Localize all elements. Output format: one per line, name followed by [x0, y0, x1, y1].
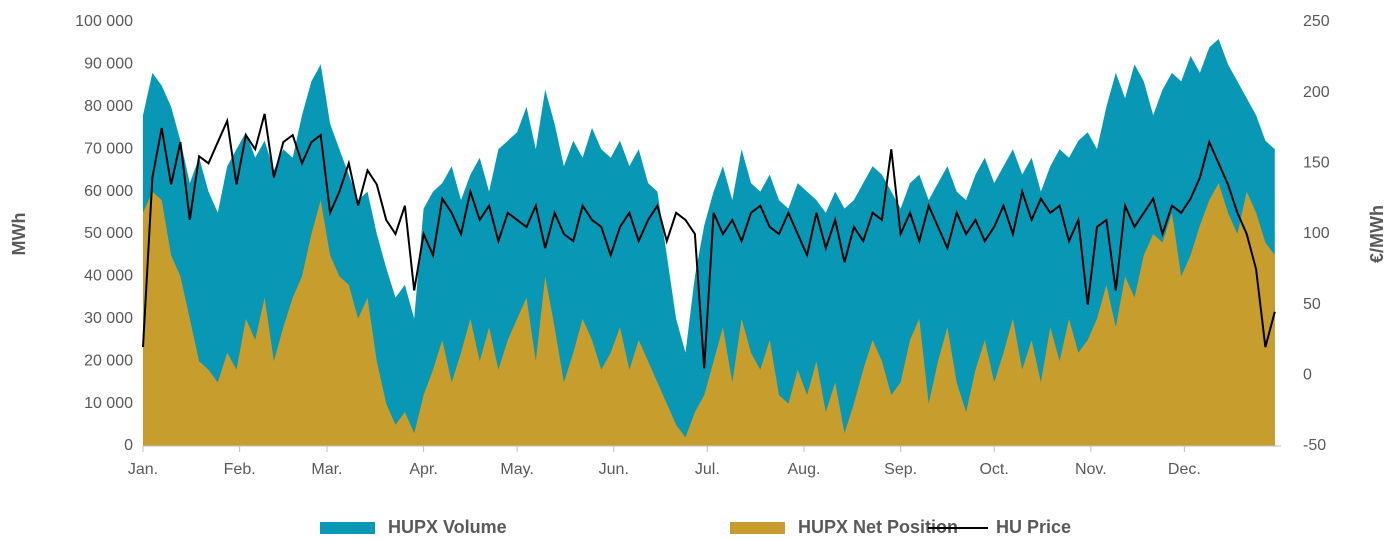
x-tick-label: Mar. — [311, 461, 342, 478]
x-tick-label: Jan. — [128, 461, 158, 478]
y-tick-label: 60 000 — [84, 183, 133, 200]
y2-tick-label: 50 — [1303, 296, 1321, 313]
legend-label: HUPX Net Position — [798, 517, 958, 537]
y-tick-label: 90 000 — [84, 56, 133, 73]
legend-swatch — [730, 522, 785, 534]
area — [143, 39, 1275, 446]
line — [142, 113, 1276, 369]
y2-tick-label: 0 — [1303, 367, 1312, 384]
y-tick-label: 50 000 — [84, 225, 133, 242]
y-tick-label: 70 000 — [84, 140, 133, 157]
y-axis-label: MWh — [9, 213, 29, 256]
y-tick-label: 40 000 — [84, 268, 133, 285]
x-tick-label: May. — [500, 461, 533, 478]
x-tick-label: Sep. — [884, 461, 917, 478]
y-tick-label: 10 000 — [84, 395, 133, 412]
y2-tick-label: 250 — [1303, 13, 1330, 30]
y2-tick-label: 200 — [1303, 84, 1330, 101]
y-tick-label: 80 000 — [84, 98, 133, 115]
y-tick-label: 30 000 — [84, 310, 133, 327]
x-tick-label: Dec. — [1168, 461, 1201, 478]
x-tick-label: Apr. — [409, 461, 437, 478]
y-tick-label: 100 000 — [75, 13, 133, 30]
x-tick-label: Nov. — [1075, 461, 1107, 478]
x-tick-label: Jul. — [695, 461, 720, 478]
y-tick-label: 0 — [124, 437, 133, 454]
x-tick-label: Oct. — [979, 461, 1008, 478]
y2-tick-label: 100 — [1303, 225, 1330, 242]
y2-tick-label: 150 — [1303, 155, 1330, 172]
area — [143, 183, 1275, 446]
x-tick-label: Jun. — [599, 461, 629, 478]
legend-label: HU Price — [996, 517, 1071, 537]
x-tick-label: Feb. — [224, 461, 256, 478]
y2-tick-label: -50 — [1303, 437, 1326, 454]
legend-label: HUPX Volume — [388, 517, 507, 537]
y2-axis-label: €/MWh — [1367, 205, 1387, 263]
legend-swatch — [320, 522, 375, 534]
x-tick-label: Aug. — [788, 461, 821, 478]
y-tick-label: 20 000 — [84, 352, 133, 369]
